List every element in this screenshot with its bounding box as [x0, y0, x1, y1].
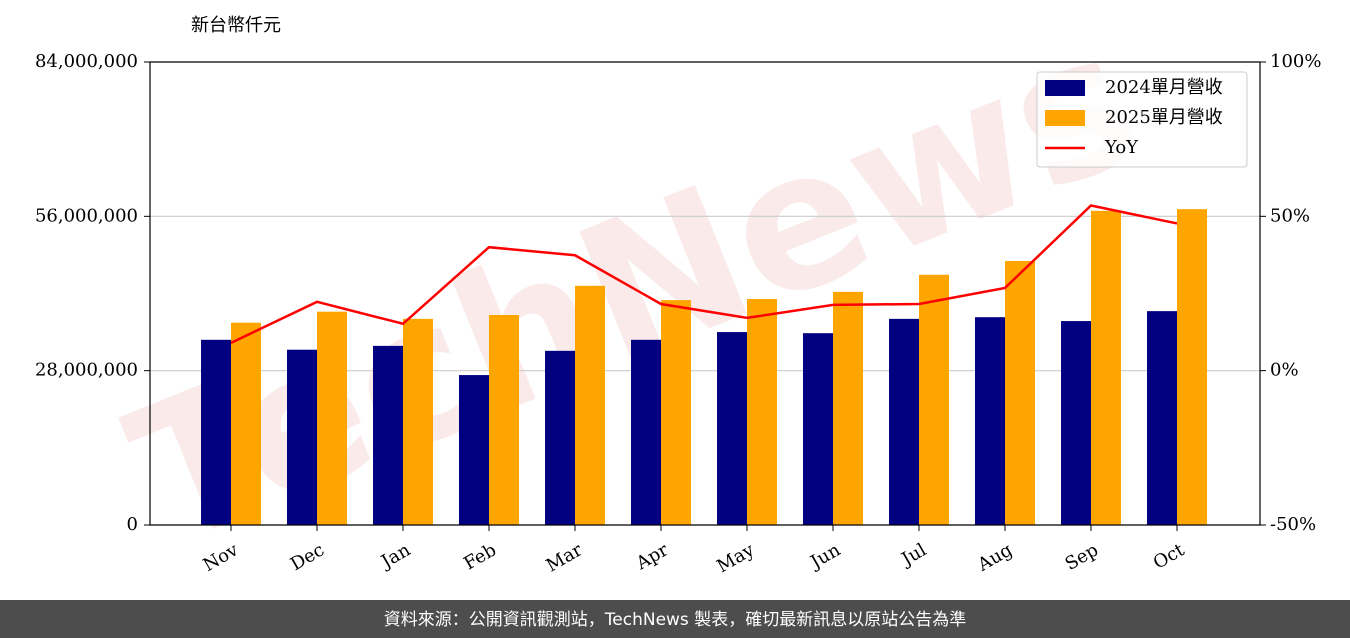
legend-label: 2024單月營收	[1105, 77, 1223, 98]
y2-tick-label: 100%	[1270, 51, 1321, 72]
bar	[747, 299, 777, 525]
bar	[231, 322, 261, 525]
bar	[833, 291, 863, 525]
bar	[489, 314, 519, 525]
bar	[459, 375, 489, 525]
yoy-line	[230, 204, 1178, 345]
bar	[631, 339, 661, 525]
plot-frame	[149, 61, 1261, 526]
legend-label: 2025單月營收	[1105, 107, 1223, 128]
legend-label: YoY	[1104, 137, 1139, 158]
bar	[403, 318, 433, 525]
y2-tick-label: -50%	[1270, 514, 1316, 535]
x-tick-label: Aug	[973, 539, 1016, 576]
bar	[1147, 311, 1177, 525]
bar	[661, 300, 691, 525]
bar	[287, 349, 317, 525]
footer-bar	[0, 600, 1350, 638]
source-note: 資料來源：公開資訊觀測站，TechNews 製表，確切最新訊息以原站公告為準	[384, 610, 966, 630]
x-tick-label: Jul	[896, 539, 930, 571]
x-tick-label: Apr	[632, 539, 672, 574]
x-tick-label: Mar	[543, 539, 587, 576]
y-tick-label: 56,000,000	[35, 205, 138, 226]
y2-tick-label: 50%	[1270, 205, 1310, 226]
legend-swatch	[1045, 80, 1085, 96]
x-tick-label: Feb	[460, 539, 500, 574]
y-tick-label: 28,000,000	[35, 360, 138, 381]
bar	[1005, 260, 1035, 525]
bar	[803, 333, 833, 525]
y-axis-title: 新台幣仟元	[191, 15, 281, 36]
x-tick-label: Oct	[1150, 539, 1189, 574]
bar	[889, 318, 919, 525]
y-tick-label: 84,000,000	[35, 51, 138, 72]
bar	[1091, 210, 1121, 526]
y-tick-label: 0	[127, 514, 138, 535]
x-tick-label: Jan	[376, 539, 414, 573]
bar	[1061, 321, 1091, 525]
x-tick-label: May	[713, 539, 758, 577]
bar	[201, 339, 231, 525]
bar	[545, 350, 575, 525]
bar	[975, 317, 1005, 525]
bar	[919, 274, 949, 525]
bar	[373, 345, 403, 525]
legend-box	[1036, 71, 1248, 168]
bar	[717, 332, 747, 525]
bar	[575, 285, 605, 525]
x-tick-label: Jun	[805, 539, 844, 574]
legend-swatch	[1045, 110, 1085, 126]
bar	[317, 311, 347, 525]
y2-tick-label: 0%	[1270, 360, 1299, 381]
x-tick-label: Sep	[1062, 539, 1102, 574]
bar	[1177, 209, 1207, 526]
